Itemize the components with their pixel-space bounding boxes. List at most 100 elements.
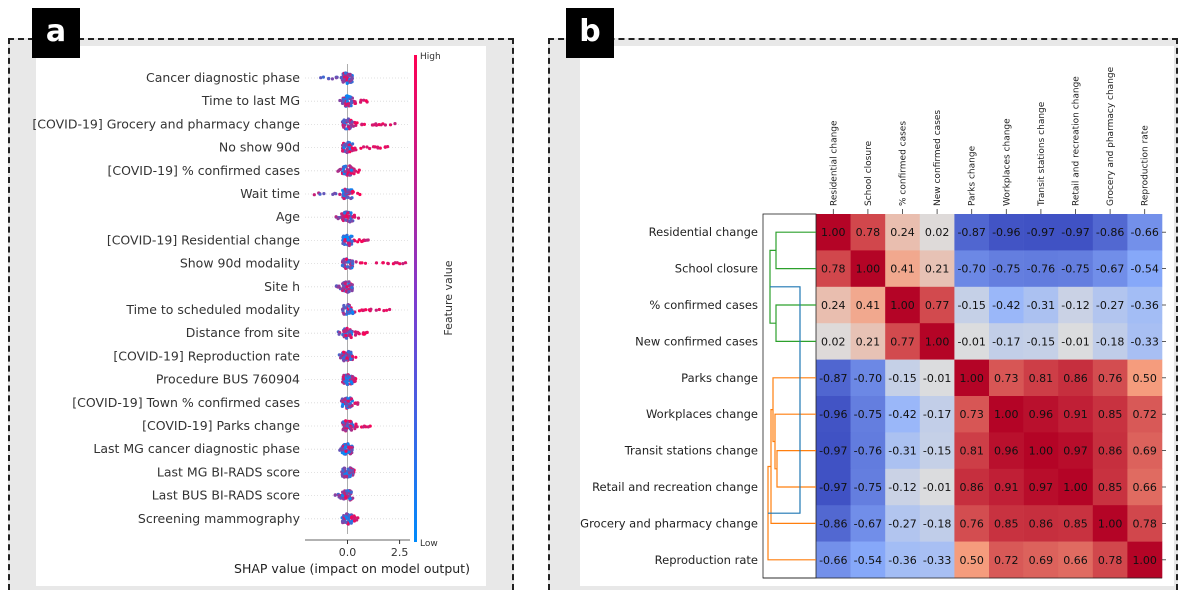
shap-point (346, 397, 350, 401)
cell-value-label: 1.00 (1098, 517, 1123, 530)
shap-point (334, 215, 338, 219)
beeswarm-row (319, 71, 354, 85)
shap-point (347, 304, 351, 308)
shap-point (345, 265, 350, 269)
shap-point (341, 218, 345, 223)
shap-point (401, 262, 405, 266)
shap-point (374, 308, 378, 312)
cell-value-label: 0.24 (890, 226, 915, 239)
cell-value-label: -0.36 (888, 554, 916, 567)
feature-label: Last BUS BI-RADS score (152, 488, 301, 503)
cell-value-label: -0.70 (957, 263, 985, 276)
cell-value-label: -0.76 (1027, 263, 1055, 276)
shap-point (340, 263, 344, 268)
feature-label: Age (276, 209, 300, 224)
shap-point (360, 122, 364, 126)
dendrogram-link (774, 413, 816, 470)
shap-point (365, 330, 369, 334)
row-label: Workplaces change (646, 407, 758, 421)
cell-value-label: -0.75 (1061, 263, 1089, 276)
shap-point (344, 260, 348, 264)
row-label: Parks change (681, 371, 758, 385)
shap-point (362, 332, 366, 336)
cell-value-label: 0.86 (1029, 517, 1054, 530)
cell-value-label: -0.31 (1027, 299, 1055, 312)
cell-value-label: 0.78 (1132, 517, 1157, 530)
cell-value-label: 0.21 (925, 263, 950, 276)
shap-point (350, 101, 354, 105)
cell-value-label: 0.77 (890, 335, 915, 348)
shap-point (382, 309, 386, 313)
shap-point (376, 145, 380, 149)
shap-point (344, 71, 348, 75)
cell-value-label: -0.01 (923, 481, 951, 494)
shap-point (342, 235, 346, 239)
shap-point (340, 101, 345, 105)
feature-label: [COVID-19] Residential change (107, 232, 300, 247)
beeswarm-row (336, 164, 361, 177)
shap-point (327, 76, 331, 81)
column-label: Residential change (829, 120, 839, 206)
shap-point (355, 425, 359, 429)
cell-value-label: 0.97 (1029, 481, 1054, 494)
feature-label: No show 90d (219, 140, 300, 155)
shap-point (347, 214, 351, 218)
shap-point (342, 196, 346, 201)
shap-point (341, 241, 345, 246)
shap-point (344, 380, 348, 384)
shap-point (343, 282, 347, 286)
column-label: Grocery and pharmacy change (1106, 66, 1116, 206)
feature-label: Last MG BI-RADS score (157, 464, 300, 479)
row-label: Grocery and pharmacy change (580, 516, 758, 530)
shap-point (388, 123, 393, 127)
shap-point (343, 142, 347, 146)
shap-point (345, 81, 349, 85)
shap-point (346, 374, 350, 378)
shap-point (351, 142, 355, 146)
cell-value-label: 0.76 (959, 517, 984, 530)
shap-point (334, 76, 338, 80)
shap-point (378, 146, 382, 150)
cell-value-label: -0.17 (992, 335, 1020, 348)
shap-point (344, 75, 348, 79)
panel-a (8, 38, 514, 590)
shap-point (363, 261, 368, 265)
shap-point (383, 123, 387, 127)
shap-point (319, 76, 323, 80)
cell-value-label: -0.97 (819, 481, 847, 494)
shap-point (342, 146, 346, 150)
shap-point (349, 397, 354, 401)
row-label: % confirmed cases (649, 298, 758, 312)
shap-point (354, 422, 358, 426)
shap-point (348, 164, 352, 168)
column-label: Reproduction rate (1141, 125, 1151, 206)
cell-value-label: 0.85 (1098, 408, 1123, 421)
shap-point (342, 359, 346, 363)
cell-value-label: 0.41 (856, 299, 881, 312)
beeswarm-row (334, 210, 361, 224)
shap-point (351, 124, 355, 128)
shap-point (341, 99, 345, 103)
shap-point (337, 332, 341, 336)
beeswarm-row (337, 349, 358, 363)
cell-value-label: -0.42 (992, 299, 1020, 312)
shap-point (322, 192, 326, 196)
shap-point (341, 120, 346, 124)
feature-label: Time to scheduled modality (125, 302, 300, 317)
shap-point (341, 309, 345, 313)
cell-value-label: -0.33 (923, 554, 951, 567)
shap-point (393, 261, 397, 265)
shap-point (359, 146, 363, 150)
shap-point (362, 98, 366, 102)
shap-point (352, 172, 356, 176)
shap-point (350, 285, 354, 290)
shap-point (374, 261, 379, 265)
dendrogram-link (775, 231, 816, 270)
shap-point (342, 330, 346, 334)
shap-point (344, 257, 348, 261)
cell-value-label: -0.27 (888, 517, 916, 530)
shap-point (374, 123, 379, 127)
shap-point (351, 189, 355, 193)
shap-point (338, 353, 342, 357)
